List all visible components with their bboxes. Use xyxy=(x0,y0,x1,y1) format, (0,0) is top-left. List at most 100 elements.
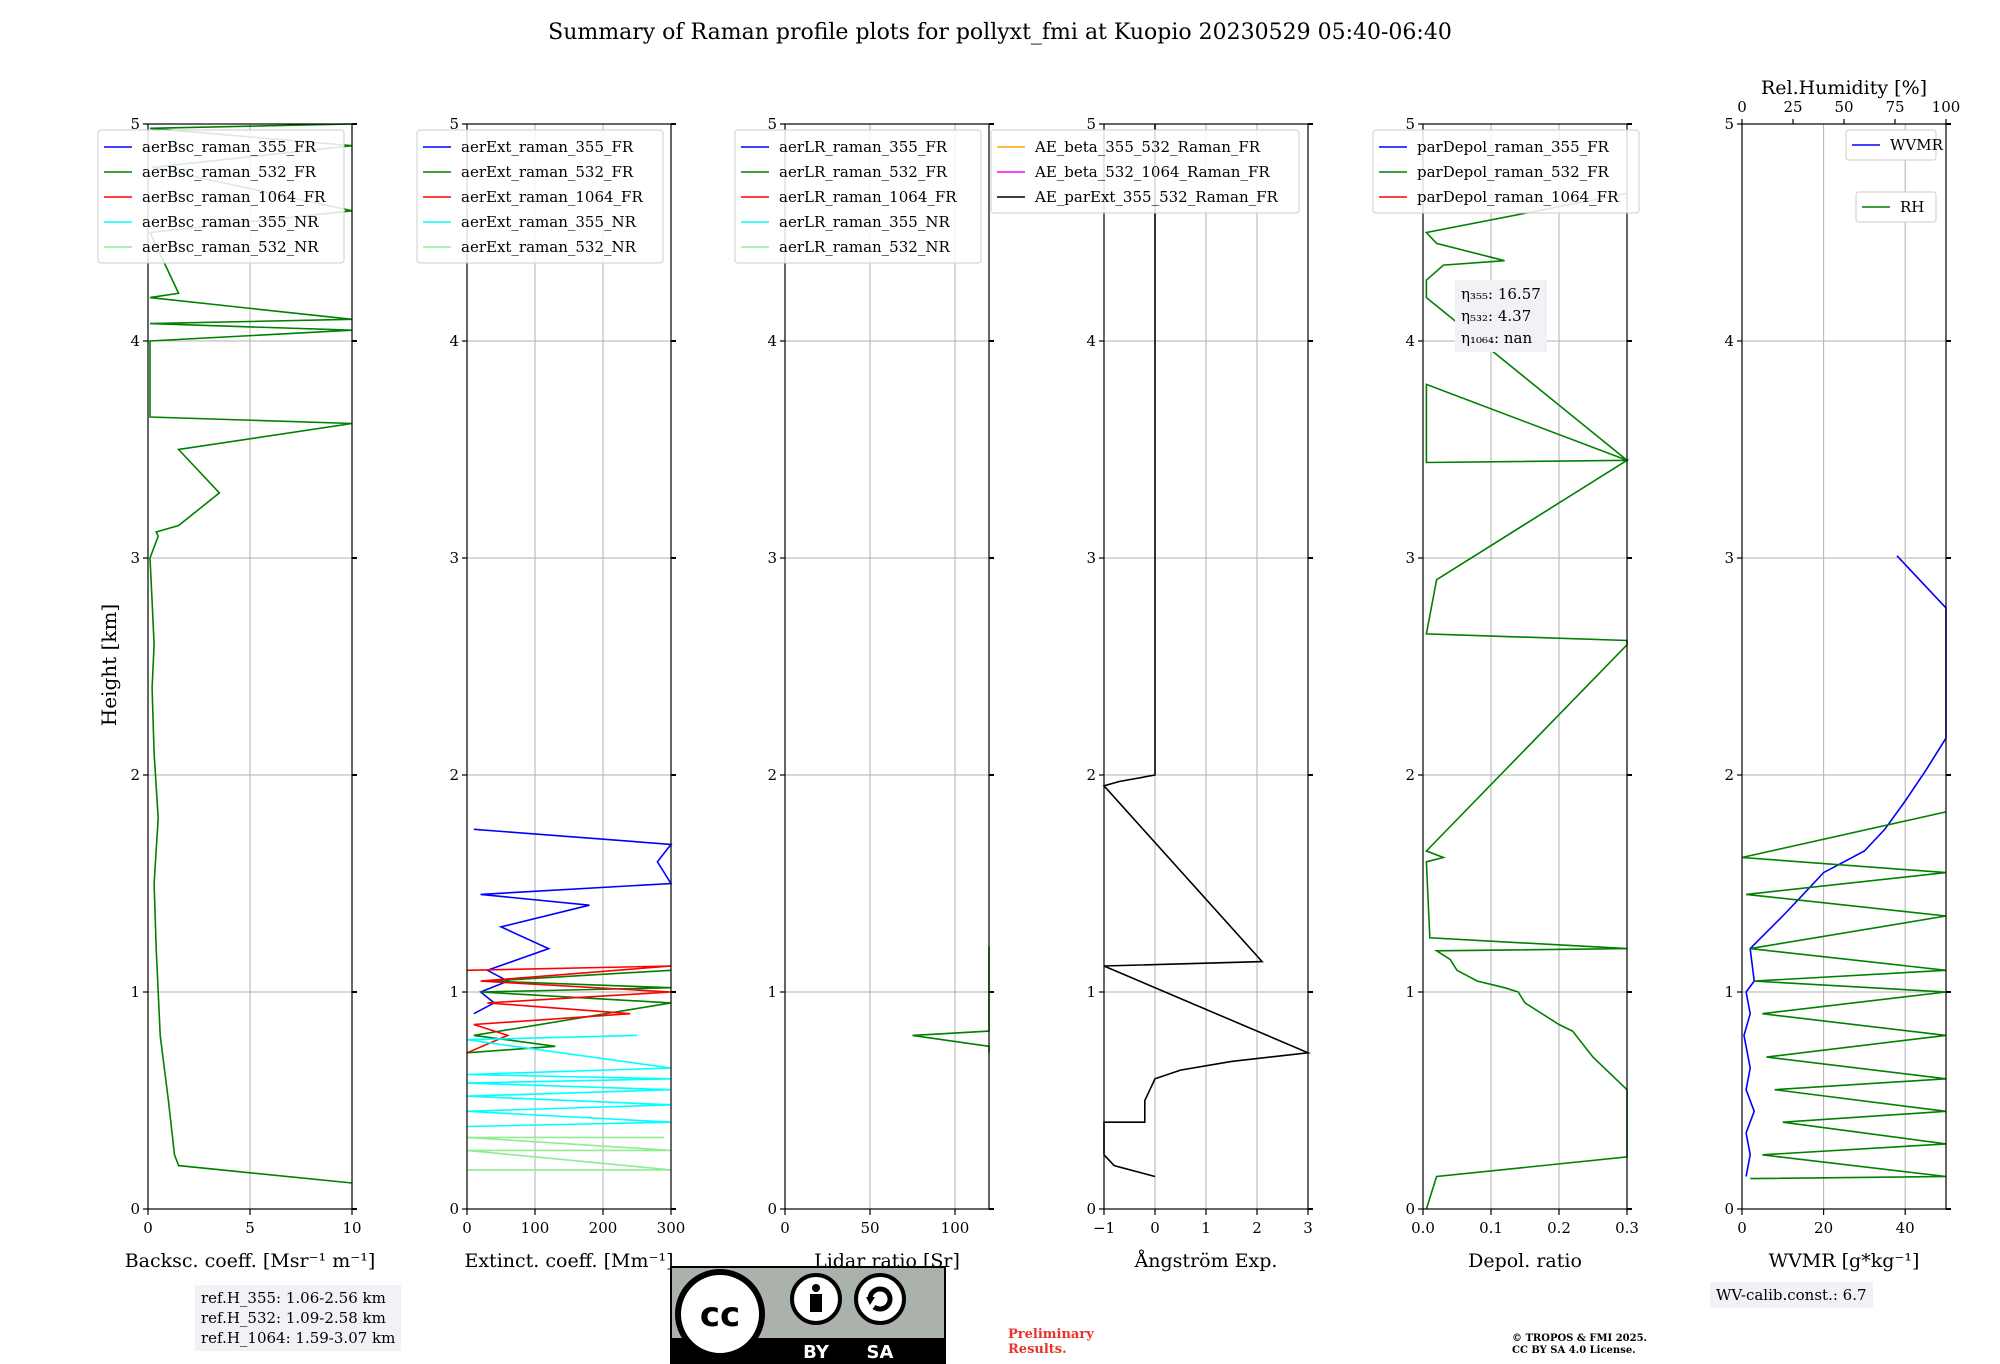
ref-line-532: ref.H_532: 1.09-2.58 km xyxy=(201,1309,386,1327)
top-x-tick-label: 0 xyxy=(1737,98,1747,116)
y-tick-label: 1 xyxy=(767,983,777,1001)
y-tick-label: 1 xyxy=(130,983,140,1001)
legend-entry: aerExt_raman_1064_FR xyxy=(461,188,643,206)
series-line-aerExt_raman_1064_FR xyxy=(466,965,672,1054)
svg-text:cc: cc xyxy=(700,1295,740,1335)
x-tick-label: 3 xyxy=(1303,1219,1313,1237)
x-axis-label: Ångström Exp. xyxy=(1134,1250,1278,1272)
y-axis-label: Height [km] xyxy=(97,604,121,726)
y-tick-label: 3 xyxy=(130,549,140,567)
panel-2: 0 1 2 3 4 5 0 100 200 300 Extinct. coeff. [Mm⁻¹] ae… xyxy=(416,115,686,1272)
y-tick-label: 0 xyxy=(449,1200,459,1218)
top-x-tick-label: 100 xyxy=(1932,98,1961,116)
legend-entry: aerExt_raman_355_NR xyxy=(461,213,637,231)
axes-frame xyxy=(1422,123,1628,1210)
y-tick-label: 1 xyxy=(1086,983,1096,1001)
copyright-line-1: © TROPOS & FMI 2025. xyxy=(1512,1333,1648,1344)
y-tick-label: 4 xyxy=(1724,332,1734,350)
legend-entry: aerLR_raman_355_FR xyxy=(779,138,948,156)
y-tick-label: 0 xyxy=(130,1200,140,1218)
y-tick-label: 5 xyxy=(1724,115,1734,133)
copyright-note: © TROPOS & FMI 2025. CC BY SA 4.0 Licens… xyxy=(1512,1333,1647,1357)
y-tick-label: 3 xyxy=(767,549,777,567)
axes-frame xyxy=(1741,123,1947,1210)
legend-box xyxy=(1372,129,1640,214)
y-tick-label: 5 xyxy=(767,115,777,133)
y-tick-label: 2 xyxy=(767,766,777,784)
x-tick-label: −1 xyxy=(1093,1219,1115,1237)
series-line-parDepol_raman_532_FR xyxy=(1424,192,1630,1210)
legend-entry: AE_beta_355_532_Raman_FR xyxy=(1034,138,1261,156)
legend-entry: aerLR_raman_532_NR xyxy=(779,238,950,256)
top-x-tick-label: 25 xyxy=(1783,98,1802,116)
x-tick-label: 200 xyxy=(589,1219,618,1237)
y-tick-label: 5 xyxy=(1405,115,1415,133)
legend-entry: aerLR_raman_355_NR xyxy=(779,213,950,231)
x-tick-label: 300 xyxy=(657,1219,686,1237)
y-tick-label: 4 xyxy=(449,332,459,350)
y-tick-label: 1 xyxy=(1724,983,1734,1001)
axes-frame xyxy=(147,123,353,1210)
panel-5: 0 1 2 3 4 5 0.0 0.1 0.2 0.3 Depol. ratio parDepol_r… xyxy=(1372,115,1640,1272)
y-tick-label: 3 xyxy=(1405,549,1415,567)
preliminary-line-2: Results. xyxy=(1008,1342,1067,1357)
eta-1064: η₁₀₆₄: nan xyxy=(1461,329,1533,347)
legend-entry: RH xyxy=(1900,198,1924,216)
figure-title: Summary of Raman profile plots for polly… xyxy=(548,20,1452,45)
x-axis-label: Depol. ratio xyxy=(1468,1250,1582,1272)
y-tick-label: 2 xyxy=(1724,766,1734,784)
y-tick-label: 0 xyxy=(767,1200,777,1218)
axes-frame xyxy=(1103,123,1309,1210)
y-tick-label: 0 xyxy=(1086,1200,1096,1218)
x-tick-label: 0.3 xyxy=(1615,1219,1639,1237)
top-x-tick-label: 50 xyxy=(1834,98,1853,116)
x-tick-label: 0 xyxy=(780,1219,790,1237)
legend-box xyxy=(416,129,664,264)
copyright-line-2: CC BY SA 4.0 License. xyxy=(1512,1345,1636,1356)
legend-entry: aerBsc_raman_532_FR xyxy=(142,163,317,181)
x-tick-label: 20 xyxy=(1814,1219,1833,1237)
series-line-aerExt_raman_355_NR xyxy=(466,1034,672,1128)
x-tick-label: 100 xyxy=(521,1219,550,1237)
y-tick-label: 4 xyxy=(767,332,777,350)
ref-line-355: ref.H_355: 1.06-2.56 km xyxy=(201,1289,386,1307)
legend-entry: aerLR_raman_532_FR xyxy=(779,163,948,181)
y-tick-label: 5 xyxy=(449,115,459,133)
legend-box xyxy=(1855,191,1937,223)
y-tick-label: 3 xyxy=(1086,549,1096,567)
reference-height-box: ref.H_355: 1.06-2.56 km ref.H_532: 1.09-… xyxy=(195,1285,402,1351)
x-tick-label: 0 xyxy=(1737,1219,1747,1237)
x-tick-label: 0 xyxy=(143,1219,153,1237)
y-tick-label: 4 xyxy=(1405,332,1415,350)
x-tick-label: 1 xyxy=(1201,1219,1211,1237)
y-tick-label: 4 xyxy=(130,332,140,350)
y-tick-label: 2 xyxy=(449,766,459,784)
eta-355: η₃₅₅: 16.57 xyxy=(1461,285,1541,303)
legend-entry: WVMR xyxy=(1890,136,1944,154)
x-tick-label: 2 xyxy=(1252,1219,1262,1237)
y-tick-label: 5 xyxy=(1086,115,1096,133)
x-tick-label: 10 xyxy=(342,1219,361,1237)
legend-entry: aerBsc_raman_355_FR xyxy=(142,138,317,156)
legend-box xyxy=(1845,129,1937,161)
y-tick-label: 1 xyxy=(1405,983,1415,1001)
x-axis-label: WVMR [g*kg⁻¹] xyxy=(1769,1250,1920,1272)
legend-box xyxy=(97,129,345,264)
wv-calib-box: WV-calib.const.: 6.7 xyxy=(1710,1282,1873,1308)
cc-sa-label: SA xyxy=(867,1342,894,1363)
x-tick-label: 0.0 xyxy=(1411,1219,1435,1237)
x-tick-label: 5 xyxy=(245,1219,255,1237)
series-line-RH xyxy=(1741,811,1947,1180)
series-line-WVMR xyxy=(1743,555,1947,1177)
legend-entry: AE_beta_532_1064_Raman_FR xyxy=(1034,163,1270,181)
series-line-aerBsc_raman_532_FR xyxy=(148,123,353,1184)
legend-entry: parDepol_raman_355_FR xyxy=(1417,138,1610,156)
x-tick-label: 50 xyxy=(860,1219,879,1237)
x-tick-label: 0 xyxy=(1150,1219,1160,1237)
y-tick-label: 0 xyxy=(1405,1200,1415,1218)
legend-entry: aerBsc_raman_355_NR xyxy=(142,213,319,231)
